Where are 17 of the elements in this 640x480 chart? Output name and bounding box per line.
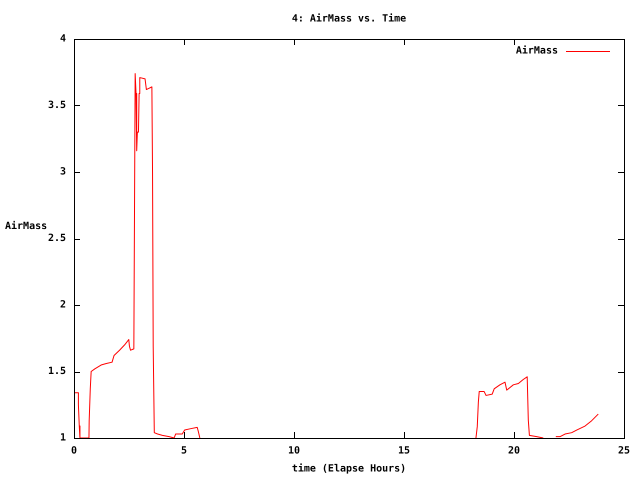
- y-tick-label: 1: [60, 432, 66, 444]
- y-tick-label: 1.5: [48, 366, 66, 378]
- legend-label: AirMass: [516, 44, 558, 57]
- y-axis-title: AirMass: [5, 220, 48, 232]
- x-axis-title: time (Elapse Hours): [292, 462, 406, 475]
- x-tick-label: 5: [180, 446, 188, 457]
- y-tick-label: 3: [60, 166, 66, 178]
- x-tick-label: 15: [398, 446, 410, 457]
- y-tick-label: 4: [60, 34, 66, 45]
- y-tick-label: 2: [60, 300, 66, 311]
- x-tick-label: 10: [288, 446, 300, 457]
- y-tick-label: 3.5: [48, 100, 66, 112]
- x-tick-label: 0: [70, 446, 78, 457]
- x-tick-label: 20: [508, 446, 520, 457]
- y-tick-label: 2.5: [48, 233, 66, 244]
- chart-title: 4: AirMass vs. Time: [292, 12, 406, 25]
- x-tick-label: 25: [618, 446, 630, 457]
